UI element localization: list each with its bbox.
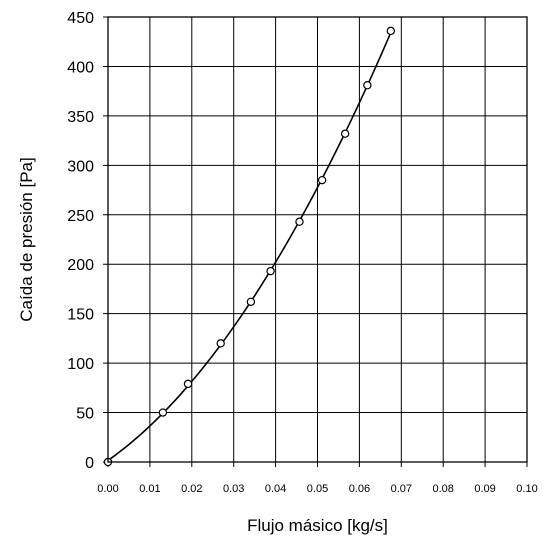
grid [103,16,528,467]
data-point [317,175,327,185]
data-point [340,129,350,138]
y-tick-label: 100 [67,356,94,373]
x-tick-label: 0.07 [391,483,412,495]
y-axis-ticks: 0 50 100 150 200 250 300 350 400 450 [67,10,94,472]
y-tick-label: 50 [76,406,94,423]
y-tick-label: 450 [67,10,94,27]
x-tick-label: 0.06 [349,483,370,495]
x-tick-label: 0.10 [516,483,537,495]
x-tick-label: 0.00 [97,483,118,495]
y-axis-label: Caída de presión [Pa] [17,157,36,321]
data-point [246,297,256,306]
x-tick-label: 0.01 [139,483,160,495]
x-tick-label: 0.09 [474,483,495,495]
y-tick-label: 300 [67,158,94,175]
x-axis-label: Flujo másico [kg/s] [247,516,388,535]
data-point [363,81,372,90]
data-point [183,379,193,389]
x-tick-label: 0.04 [265,483,286,495]
data-points [103,26,396,467]
data-point [386,26,396,36]
data-point [216,339,225,348]
y-tick-label: 200 [67,257,94,274]
x-tick-label: 0.03 [223,483,244,495]
y-tick-label: 150 [67,307,94,324]
data-point [158,408,168,417]
x-tick-label: 0.05 [307,483,328,495]
x-tick-label: 0.02 [181,483,202,495]
y-tick-label: 350 [67,109,94,126]
data-point [266,266,275,276]
x-axis-ticks: 0.00 0.01 0.02 0.03 0.04 0.05 0.06 0.07 0.08 0.09… [97,483,537,495]
y-tick-label: 0 [85,455,94,472]
y-tick-label: 250 [67,208,94,225]
plot-frame [107,16,528,463]
data-point [295,217,304,226]
trend-line [107,32,392,462]
x-tick-label: 0.08 [432,483,453,495]
y-tick-label: 400 [67,59,94,76]
